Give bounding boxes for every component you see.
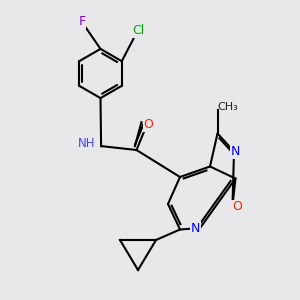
Text: N: N bbox=[231, 145, 240, 158]
Text: CH₃: CH₃ bbox=[218, 101, 239, 112]
Text: N: N bbox=[191, 221, 200, 235]
Text: O: O bbox=[232, 200, 242, 214]
Text: F: F bbox=[78, 15, 85, 28]
Text: O: O bbox=[144, 118, 153, 131]
Text: NH: NH bbox=[78, 137, 96, 150]
Text: Cl: Cl bbox=[132, 23, 144, 37]
